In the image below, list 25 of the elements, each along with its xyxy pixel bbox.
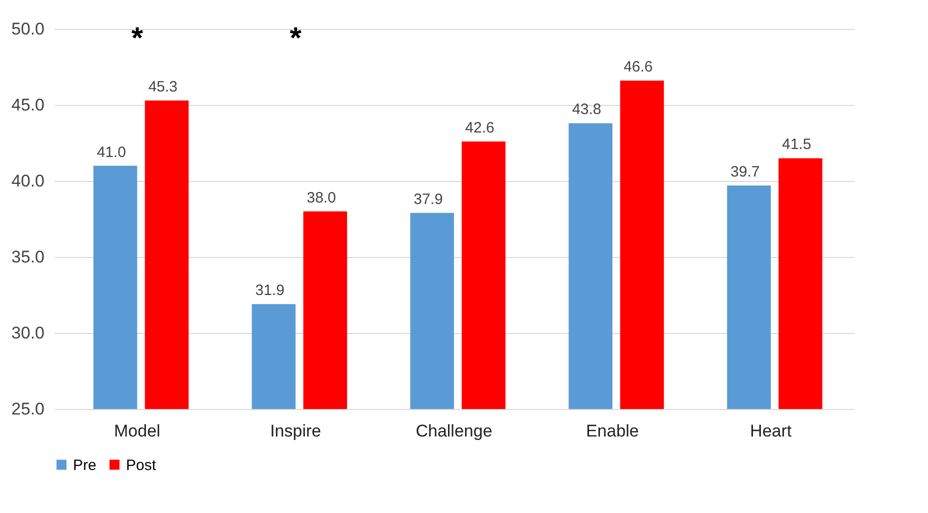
x-tick-label: Model <box>114 422 160 440</box>
legend-label: Post <box>126 456 157 474</box>
y-tick-label: 50.0 <box>11 20 44 38</box>
x-tick-label: Inspire <box>270 422 322 440</box>
annotation: * <box>131 22 144 55</box>
data-label: 39.7 <box>730 164 760 181</box>
data-label: 46.6 <box>624 58 653 76</box>
data-label: 41.0 <box>96 144 126 161</box>
data-label: 31.9 <box>255 282 284 300</box>
annotation: * <box>290 22 302 55</box>
data-label: 37.9 <box>414 190 443 208</box>
data-label: 42.6 <box>465 119 494 136</box>
y-tick-label: 40.0 <box>11 172 44 190</box>
legend-label: Pre <box>73 456 96 474</box>
data-label: 45.3 <box>148 78 178 96</box>
y-tick-label: 35.0 <box>11 248 44 266</box>
y-tick-label: 30.0 <box>11 324 44 342</box>
x-tick-label: Heart <box>750 422 792 440</box>
y-tick-label: 45.0 <box>11 96 44 114</box>
x-tick-label: Enable <box>586 422 639 440</box>
data-label: 43.8 <box>572 101 602 118</box>
data-label: 41.5 <box>782 136 812 154</box>
data-label: 38.0 <box>306 189 336 206</box>
y-tick-label: 25.0 <box>11 400 44 418</box>
x-tick-label: Challenge <box>416 422 492 440</box>
